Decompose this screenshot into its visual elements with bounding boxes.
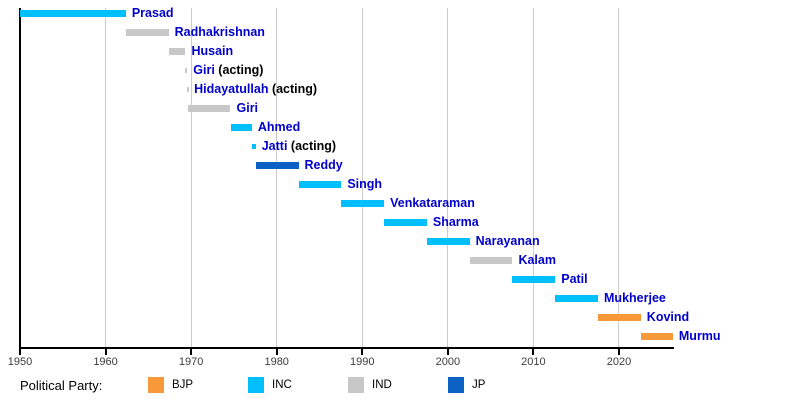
timeline-bar-hidayatullah-acting (187, 86, 189, 92)
gridline-2000 (447, 8, 449, 348)
legend-label-bjp: BJP (172, 379, 194, 391)
acting-suffix: (acting) (214, 63, 264, 77)
president-label-hidayatullah-acting: Hidayatullah (acting) (194, 81, 317, 97)
timeline-bar-narayanan (426, 237, 470, 245)
president-name: Kalam (518, 253, 556, 267)
president-label-jatti-acting: Jatti (acting) (262, 138, 336, 154)
timeline-bar-patil (512, 275, 556, 283)
president-name: Ahmed (257, 120, 301, 134)
tick-label-1970: 1970 (178, 356, 204, 368)
president-label-mukherjee: Mukherjee (604, 290, 666, 306)
president-name: Singh (347, 177, 383, 191)
tick-label-2000: 2000 (435, 356, 461, 368)
president-label-giri-acting: Giri (acting) (193, 62, 263, 78)
timeline-bar-mukherjee (555, 294, 599, 302)
tick-1950 (19, 349, 21, 355)
president-label-sharma: Sharma (433, 214, 479, 230)
president-label-radhakrishnan: Radhakrishnan (175, 24, 265, 40)
legend-label-jp: JP (472, 379, 486, 391)
president-label-reddy: Reddy (305, 157, 343, 173)
president-label-ahmed: Ahmed (258, 119, 300, 135)
timeline-bar-singh (298, 180, 342, 188)
x-axis-line (19, 347, 674, 349)
timeline-bar-kovind (598, 313, 641, 321)
gridline-1970 (190, 8, 192, 348)
legend-swatch-bjp (148, 377, 164, 393)
timeline-bar-radhakrishnan (125, 28, 169, 36)
president-name: Radhakrishnan (174, 25, 265, 39)
tick-label-2010: 2010 (521, 356, 546, 368)
president-name: Prasad (131, 6, 174, 20)
president-label-prasad: Prasad (132, 5, 174, 21)
acting-suffix: (acting) (287, 139, 337, 153)
timeline-bar-jatti-acting (251, 143, 256, 149)
tick-1980 (275, 349, 278, 355)
president-name: Reddy (304, 158, 343, 172)
tick-2010 (532, 349, 535, 355)
gridline-2010 (532, 8, 534, 348)
timeline-bar-prasad (20, 9, 126, 17)
president-label-narayanan: Narayanan (476, 233, 540, 249)
tick-2000 (446, 349, 449, 355)
gridline-1980 (276, 8, 278, 348)
president-name: Narayanan (475, 234, 540, 248)
president-name: Kovind (646, 310, 690, 324)
president-label-kalam: Kalam (518, 252, 556, 268)
gridline-1960 (105, 8, 107, 348)
president-label-murmu: Murmu (679, 328, 721, 344)
tick-label-1950: 1950 (7, 356, 33, 368)
president-label-venkataraman: Venkataraman (390, 195, 475, 211)
legend-label-ind: IND (372, 379, 392, 391)
tick-2020 (617, 349, 620, 355)
y-axis-line (19, 8, 21, 349)
legend: Political Party: BJP INC IND JP (0, 372, 800, 398)
gridline-2020 (618, 8, 620, 348)
tick-label-1990: 1990 (350, 356, 375, 368)
president-name: Hidayatullah (194, 82, 269, 96)
acting-suffix: (acting) (268, 82, 318, 96)
tick-label-1960: 1960 (93, 356, 118, 368)
timeline-bar-kalam (469, 256, 513, 264)
legend-swatch-ind (348, 377, 364, 393)
legend-title: Political Party: (20, 378, 103, 393)
timeline-bar-murmu (640, 332, 673, 340)
president-name: Mukherjee (604, 291, 666, 305)
timeline-bar-giri-acting (185, 67, 188, 73)
president-name: Giri (193, 63, 215, 77)
timeline-bar-venkataraman (341, 199, 385, 207)
president-label-giri: Giri (237, 100, 259, 116)
legend-swatch-jp (448, 377, 464, 393)
president-label-kovind: Kovind (647, 309, 689, 325)
timeline-bar-giri (188, 104, 231, 112)
tick-label-1980: 1980 (264, 356, 289, 368)
timeline-bar-sharma (384, 218, 427, 226)
president-name: Patil (561, 272, 588, 286)
tick-1970 (190, 349, 193, 355)
president-label-husain: Husain (191, 43, 233, 59)
timeline-bar-husain (168, 47, 186, 55)
timeline-bar-reddy (255, 161, 299, 169)
gridline-1990 (361, 8, 363, 348)
president-label-patil: Patil (561, 271, 587, 287)
president-name: Giri (236, 101, 259, 115)
timeline-bar-ahmed (230, 123, 252, 131)
tick-1990 (361, 349, 364, 355)
legend-label-inc: INC (272, 379, 292, 391)
tick-label-2020: 2020 (606, 356, 632, 368)
legend-swatch-inc (248, 377, 264, 393)
president-name: Venkataraman (390, 196, 475, 210)
tick-1960 (104, 349, 107, 355)
president-name: Jatti (261, 139, 288, 153)
president-label-singh: Singh (347, 176, 382, 192)
president-name: Sharma (432, 215, 479, 229)
president-name: Husain (191, 44, 234, 58)
president-name: Murmu (678, 329, 721, 343)
